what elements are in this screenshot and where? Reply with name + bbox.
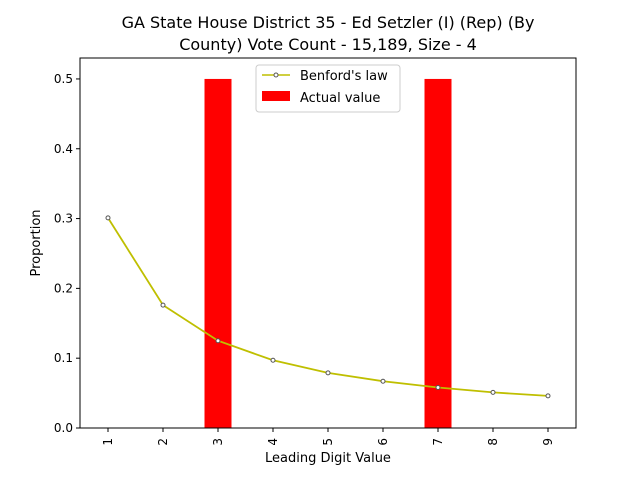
x-tick-label: 7 bbox=[431, 438, 445, 446]
legend-label-benford: Benford's law bbox=[300, 69, 388, 84]
legend-box bbox=[255, 64, 401, 113]
benford-point-digit-9 bbox=[545, 393, 551, 399]
y-axis-label: Proportion bbox=[29, 209, 44, 276]
x-tick-label: 6 bbox=[376, 438, 390, 446]
x-axis-ticks: 1 2 3 4 5 6 7 8 9 bbox=[101, 428, 555, 446]
chart-title-line-1: GA State House District 35 - Ed Setzler … bbox=[122, 13, 535, 32]
bar-digit-3 bbox=[204, 78, 232, 429]
bar-digit-7 bbox=[424, 78, 452, 429]
x-tick-label: 4 bbox=[266, 438, 280, 446]
benford-point-digit-7 bbox=[435, 385, 441, 391]
x-tick-label: 8 bbox=[486, 438, 500, 446]
chart-title-line-2: County) Vote Count - 15,189, Size - 4 bbox=[179, 35, 477, 54]
x-axis-label: Leading Digit Value bbox=[265, 451, 391, 466]
y-tick-label: 0.0 bbox=[54, 421, 73, 435]
y-tick-label: 0.2 bbox=[54, 281, 73, 295]
y-tick-label: 0.4 bbox=[54, 142, 73, 156]
x-tick-label: 9 bbox=[541, 438, 555, 446]
x-tick-label: 2 bbox=[156, 438, 170, 446]
bar-group bbox=[204, 78, 452, 429]
legend-bar-swatch bbox=[262, 91, 290, 101]
y-tick-label: 0.3 bbox=[54, 212, 73, 226]
benford-point-digit-3 bbox=[215, 338, 221, 344]
x-tick-label: 1 bbox=[101, 438, 115, 446]
benford-point-digit-5 bbox=[325, 370, 331, 376]
legend-line-marker bbox=[273, 72, 279, 78]
benford-point-digit-2 bbox=[160, 302, 166, 308]
benford-point-digit-4 bbox=[270, 357, 276, 363]
y-tick-label: 0.5 bbox=[54, 72, 73, 86]
x-tick-label: 3 bbox=[211, 438, 225, 446]
benford-point-digit-8 bbox=[490, 389, 496, 395]
benford-line-group bbox=[105, 215, 551, 399]
benford-line bbox=[107, 217, 549, 397]
legend-label-actual: Actual value bbox=[300, 91, 380, 106]
benford-point-digit-1 bbox=[105, 215, 111, 221]
legend: Benford's law Actual value bbox=[255, 64, 401, 113]
x-tick-label: 5 bbox=[321, 438, 335, 446]
y-tick-label: 0.1 bbox=[54, 351, 73, 365]
benford-point-digit-6 bbox=[380, 378, 386, 384]
y-axis-ticks: 0.0 0.1 0.2 0.3 0.4 0.5 bbox=[54, 72, 80, 435]
